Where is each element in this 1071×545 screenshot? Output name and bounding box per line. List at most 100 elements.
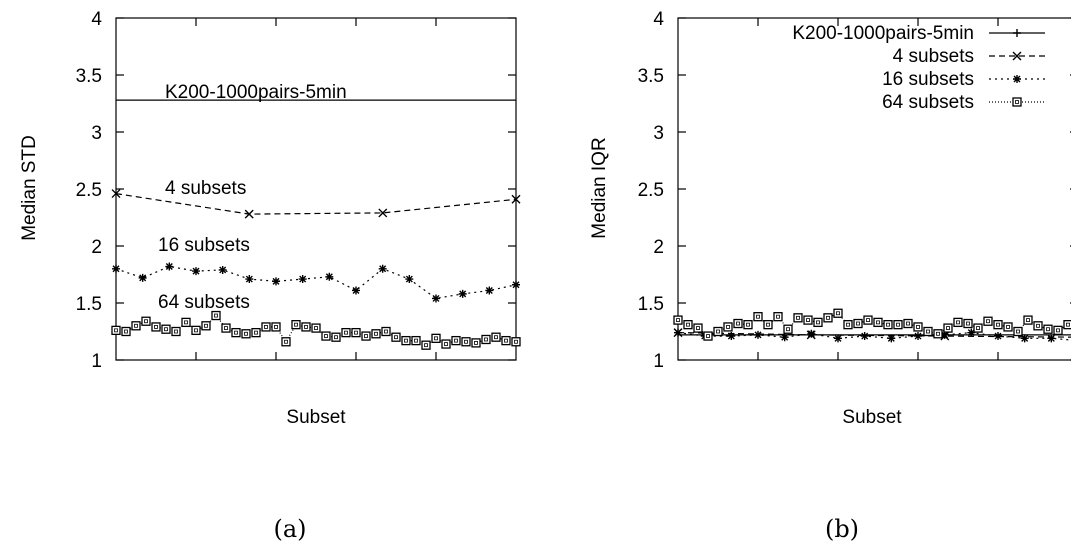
data-point-inner xyxy=(946,326,950,330)
data-point xyxy=(218,265,227,274)
data-point-inner xyxy=(204,323,208,328)
data-point xyxy=(301,322,311,332)
series-label: 4 subsets xyxy=(165,178,246,199)
data-point xyxy=(913,322,923,332)
data-point-inner xyxy=(1056,328,1060,333)
data-point-inner xyxy=(164,327,168,332)
data-point-inner xyxy=(1046,327,1050,332)
y-tick-label: 3 xyxy=(91,123,102,144)
data-point xyxy=(401,335,411,346)
data-point xyxy=(311,323,321,333)
data-point xyxy=(111,325,121,336)
data-point-inner xyxy=(434,336,438,341)
data-point-inner xyxy=(846,322,850,327)
data-point xyxy=(151,322,161,332)
data-point xyxy=(703,331,713,341)
series-label: K200-1000pairs-5min xyxy=(165,82,347,103)
y-tick-label: 1.5 xyxy=(76,294,102,315)
data-point-inner xyxy=(424,343,428,348)
data-point xyxy=(165,262,174,271)
data-point xyxy=(381,326,391,337)
data-point xyxy=(823,313,833,323)
data-point xyxy=(221,323,231,333)
data-point xyxy=(325,272,334,281)
data-point xyxy=(411,335,421,346)
y-tick-label: 1 xyxy=(91,351,102,372)
data-point-inner xyxy=(224,326,228,330)
series-label: 16 subsets xyxy=(158,235,250,256)
legend-marker xyxy=(1012,97,1022,107)
data-point xyxy=(887,334,896,343)
y-tick-label: 3 xyxy=(653,123,664,144)
data-point xyxy=(441,339,451,349)
data-point-inner xyxy=(856,321,860,326)
data-point xyxy=(1023,315,1033,325)
data-point-inner xyxy=(756,314,760,319)
data-point xyxy=(1013,326,1023,337)
data-point xyxy=(281,337,291,347)
data-point-inner xyxy=(284,339,288,344)
data-point xyxy=(743,320,753,330)
data-point xyxy=(421,340,431,350)
y-tick-label: 1.5 xyxy=(638,294,664,315)
data-point-inner xyxy=(184,320,188,325)
data-point-inner xyxy=(826,315,830,320)
y-tick-label: 2.5 xyxy=(76,180,102,201)
data-point-inner xyxy=(304,325,308,329)
data-point-inner xyxy=(976,326,980,330)
legend-marker xyxy=(1012,51,1022,61)
series-label: 64 subsets xyxy=(158,292,250,313)
y-axis-label-a: Median STD xyxy=(19,135,40,241)
data-point-inner xyxy=(766,322,770,327)
y-tick-label: 1 xyxy=(653,351,664,372)
data-point xyxy=(378,208,388,218)
data-point xyxy=(138,273,147,282)
data-point xyxy=(485,286,494,295)
data-point xyxy=(763,320,773,330)
data-point-inner xyxy=(776,314,780,319)
plot-frame xyxy=(677,17,1071,361)
data-point xyxy=(512,280,520,289)
data-point-inner xyxy=(816,320,820,325)
data-point-inner xyxy=(344,330,348,335)
data-point-inner xyxy=(716,329,720,334)
data-point-inner xyxy=(806,318,810,323)
data-point xyxy=(378,264,387,273)
data-point-inner xyxy=(504,338,508,343)
data-point xyxy=(371,329,381,339)
data-point-inner xyxy=(876,320,880,325)
data-point-inner xyxy=(244,331,248,336)
y-tick-label: 4 xyxy=(91,9,102,30)
data-point xyxy=(873,317,883,328)
data-point xyxy=(191,325,201,336)
data-point xyxy=(973,323,983,333)
data-point xyxy=(727,332,736,341)
data-point-inner xyxy=(696,326,700,330)
data-point xyxy=(121,326,131,337)
data-point xyxy=(1043,324,1053,334)
series-3 xyxy=(111,310,521,350)
data-point xyxy=(713,326,723,337)
data-point xyxy=(251,327,261,338)
series-2 xyxy=(112,262,520,303)
legend-label: K200-1000pairs-5min xyxy=(792,23,974,44)
data-point xyxy=(111,189,121,199)
data-point xyxy=(271,322,281,332)
data-point xyxy=(351,327,361,338)
data-point-inner xyxy=(454,338,458,343)
y-tick-label: 2 xyxy=(91,237,102,258)
data-point-inner xyxy=(1026,318,1030,323)
legend-label: 16 subsets xyxy=(882,69,974,90)
data-point xyxy=(693,323,703,333)
legend-label: 4 subsets xyxy=(893,46,974,67)
data-point xyxy=(141,316,151,326)
data-point xyxy=(491,332,501,342)
data-point xyxy=(112,264,120,273)
data-point-inner xyxy=(134,323,138,328)
data-point-inner xyxy=(484,337,488,342)
data-point xyxy=(773,312,783,322)
data-point xyxy=(298,275,307,284)
data-point xyxy=(733,318,743,329)
